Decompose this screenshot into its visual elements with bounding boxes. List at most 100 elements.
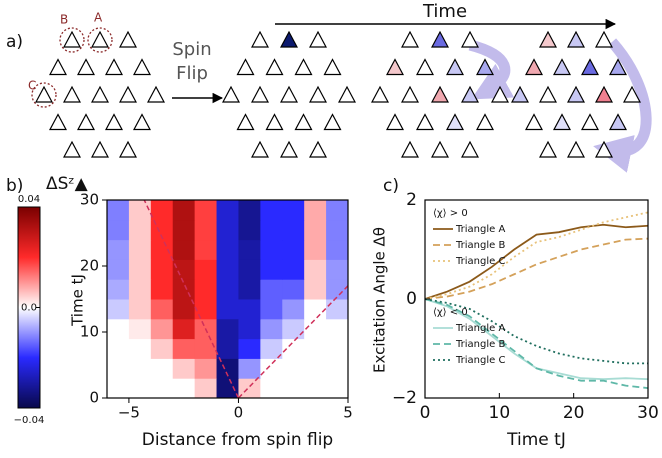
heatmap-cell (194, 338, 218, 359)
lattice-triangle (539, 30, 557, 48)
legend-label: Triangle A (455, 224, 505, 235)
lattice-triangle (371, 85, 389, 103)
heatmap-cell (238, 259, 261, 280)
lattice-triangle (280, 30, 298, 48)
lattice-triangle (461, 140, 479, 158)
panel-label: b) (6, 176, 23, 196)
legend-title: ⟨χ⟩ > 0 (433, 208, 468, 219)
heatmap-cell (128, 279, 152, 300)
heatmap-cell (172, 358, 196, 379)
colorbar-tick-label: −0.04 (14, 415, 45, 426)
heatmap-cell (260, 219, 283, 241)
series-line (424, 211, 649, 300)
lattice-triangle (431, 85, 449, 103)
heatmap-cell (238, 378, 261, 399)
heatmap-cell (260, 318, 283, 340)
heatmap-cell (260, 378, 283, 399)
heatmap-cell (150, 318, 174, 340)
lattice-triangle (581, 58, 599, 76)
heatmap-cell (172, 239, 196, 260)
heatmap-cell (107, 239, 130, 260)
panel-label: c) (383, 176, 399, 196)
heatmap-cell (282, 378, 305, 399)
heatmap-cell (326, 279, 349, 300)
lattice-triangle (133, 113, 151, 131)
propagation-arrow (593, 38, 652, 173)
heatmap-cell (194, 219, 218, 241)
heatmap-cell (216, 200, 239, 221)
lattice-triangle (609, 113, 627, 131)
heatmap-cell (238, 279, 261, 300)
y-tick-label: 2 (406, 190, 417, 210)
heatmap-cell (107, 338, 130, 359)
x-tick-label: 20 (563, 403, 585, 423)
lattice-triangle (416, 113, 434, 131)
heatmap-cell (238, 338, 261, 359)
y-tick-label: 10 (80, 323, 99, 341)
heatmap-cell (216, 358, 239, 379)
heatmap-cell (260, 279, 283, 300)
lattice-triangle (431, 140, 449, 158)
light-cone (143, 199, 240, 399)
lattice-triangle (446, 58, 464, 76)
site-label: A (94, 11, 103, 25)
heatmap-cell (260, 299, 283, 320)
heatmap-cell (282, 338, 305, 359)
lattice-triangle (251, 85, 269, 103)
lattice-triangle (476, 58, 494, 76)
lattice-triangle (386, 58, 404, 76)
heatmap-cell (194, 279, 218, 300)
heatmap-cell (304, 239, 327, 260)
heatmap-cell (282, 219, 305, 241)
heatmap-cell (282, 239, 305, 260)
lattice-triangle (91, 85, 109, 103)
heatmap-cell (150, 338, 174, 359)
lattice-triangle (553, 113, 571, 131)
heatmap-cell (107, 318, 130, 340)
lattice-triangle (119, 30, 137, 48)
lattice-triangle (133, 58, 151, 76)
y-axis-label: Excitation Angle Δθ (371, 227, 389, 373)
heatmap-cell (128, 358, 152, 379)
heatmap-cell (304, 259, 327, 280)
x-tick-label: 0 (420, 403, 431, 423)
lattice-triangle (491, 85, 509, 103)
heatmap-cell (172, 219, 196, 241)
lattice-triangle (401, 85, 419, 103)
lattice-triangle (251, 30, 269, 48)
heatmap-cell (260, 358, 283, 379)
propagation-arrow (468, 39, 515, 100)
legend-label: Triangle A (455, 323, 505, 334)
lattice-triangle (265, 58, 284, 76)
lattice-triangle (525, 58, 543, 76)
y-tick-label: 0 (406, 289, 417, 309)
heatmap-cell (107, 378, 130, 399)
heatmap-cell (260, 338, 283, 359)
lattice-triangle (91, 30, 109, 48)
lattices (31, 27, 641, 158)
lattice-triangle (280, 140, 298, 158)
heatmap-cell (282, 299, 305, 320)
legend-title: ⟨χ⟩ < 0 (433, 307, 468, 318)
x-axis-label: Time tJ (506, 430, 566, 450)
lattice-triangle (294, 58, 313, 76)
heatmap-cell (326, 299, 349, 320)
site-highlight (87, 27, 113, 53)
legend-label: Triangle B (455, 240, 505, 251)
heatmap-cell (150, 200, 174, 221)
heatmap-cell (216, 239, 239, 260)
legend-label: Triangle C (455, 355, 505, 366)
lattice-triangle (511, 85, 529, 103)
lattice-triangle (265, 113, 284, 131)
series-line (424, 237, 649, 300)
heatmap-cell (260, 259, 283, 280)
heatmap-cell (326, 318, 349, 340)
heatmap-cell (282, 279, 305, 300)
heatmap-cell (326, 239, 349, 260)
lattice-triangle (323, 58, 342, 76)
lattice-triangle (236, 58, 255, 76)
lattice-triangle (91, 140, 109, 158)
lattice-triangle (431, 30, 449, 48)
heatmap-cell (172, 318, 196, 340)
